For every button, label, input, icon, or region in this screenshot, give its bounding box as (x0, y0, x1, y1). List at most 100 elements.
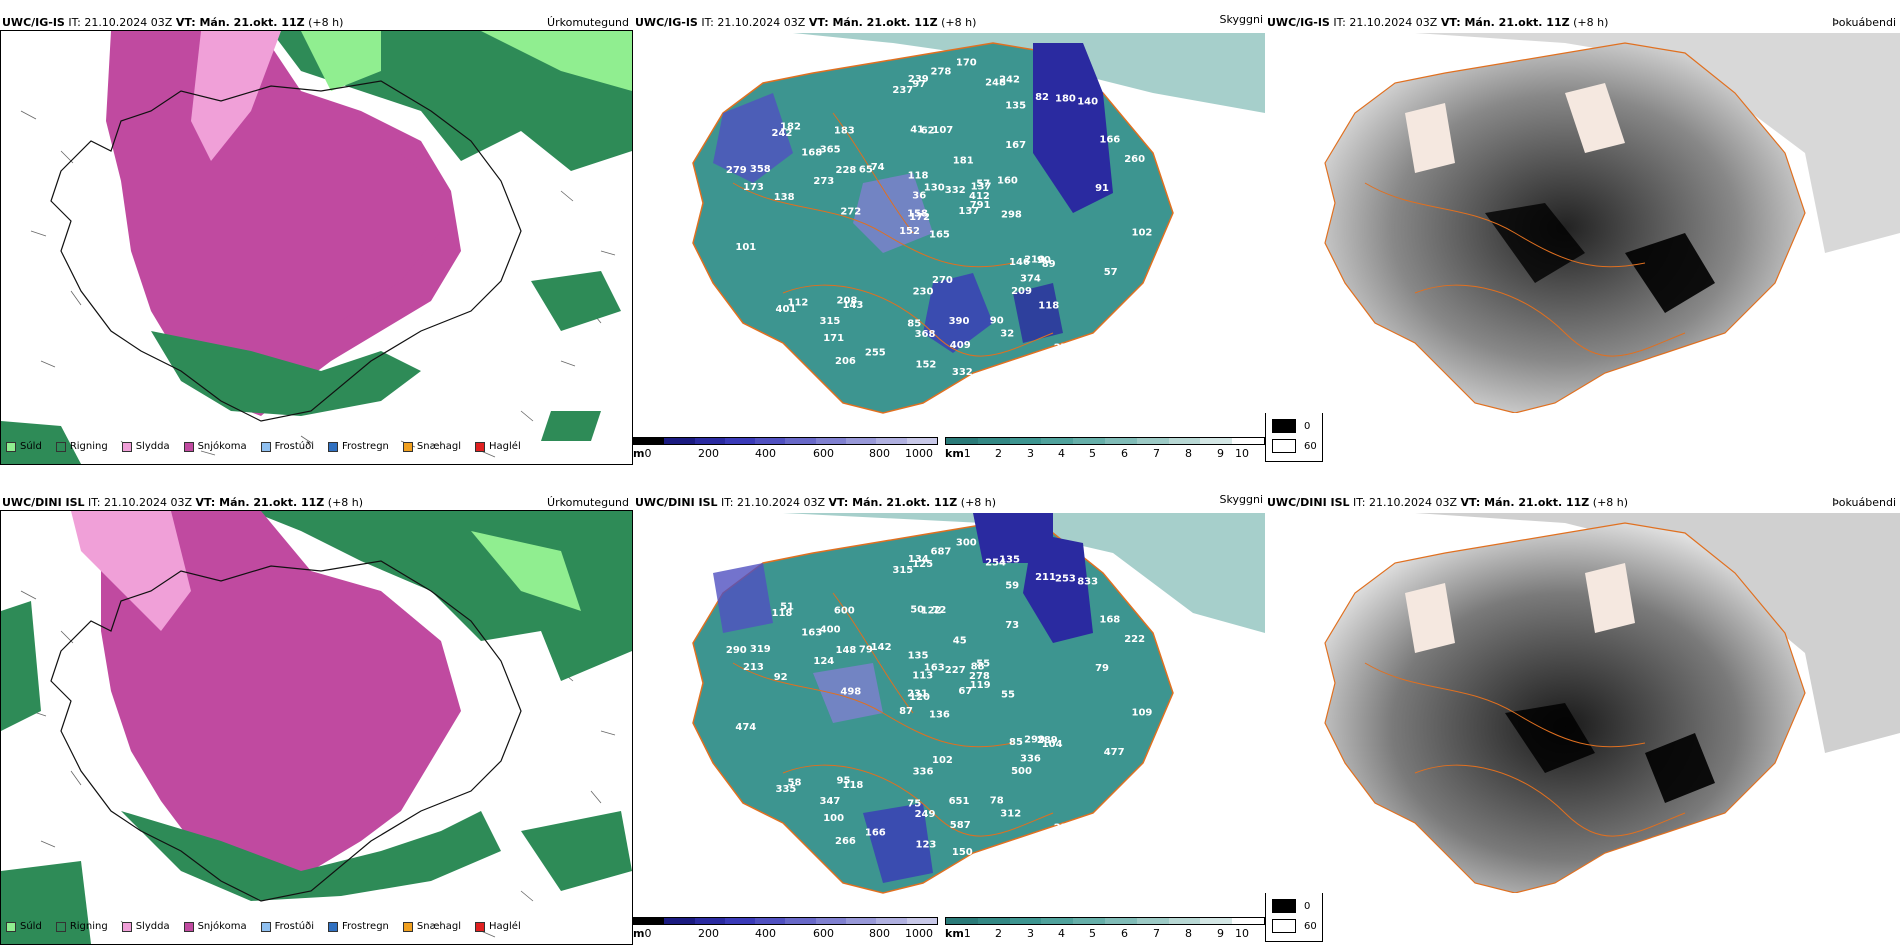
visibility-label: 213 (743, 662, 764, 673)
visibility-label: 181 (953, 156, 974, 167)
visibility-label: 182 (780, 122, 801, 133)
visibility-label: 160 (997, 175, 1018, 186)
visibility-label: 347 (820, 796, 841, 807)
visibility-label: 266 (835, 836, 856, 847)
visibility-label: 279 (726, 165, 747, 176)
visibility-label: 254 (985, 558, 1006, 569)
visibility-label: 237 (892, 85, 913, 96)
visibility-label: 172 (909, 212, 930, 223)
height-color-step (815, 918, 847, 924)
visibility-label: 278 (931, 67, 952, 78)
sky-map-svg: 165 242 172 137 143 242 107 135 137 138 152 167 41 18… (633, 33, 1265, 433)
visibility-label: 118 (908, 171, 929, 182)
height-color-step (785, 918, 816, 924)
visibility-label: 260 (1124, 154, 1145, 165)
visibility-label: 51 (780, 602, 794, 613)
visibility-label: 118 (843, 780, 864, 791)
visibility-label: 368 (915, 329, 936, 340)
visibility-label: 211 (1035, 572, 1056, 583)
visibility-labels: 136 118 120 88 118 135 72 59 67 92 87 73 50 45 58 142 10… (726, 538, 1153, 858)
visibility-label: 315 (892, 565, 913, 576)
visibility-label: 163 (924, 663, 945, 674)
visibility-label: 90 (1037, 255, 1051, 266)
visibility-color-step (1232, 438, 1264, 444)
visibility-label: 95 (837, 775, 851, 786)
visibility-label: 474 (735, 722, 756, 733)
visibility-label: 833 (1077, 577, 1098, 588)
visibility-color-step (1168, 918, 1201, 924)
visibility-label: 89 (1042, 259, 1056, 270)
legend-item: Slydda (121, 921, 170, 932)
visibility-label: 109 (1132, 708, 1153, 719)
visibility-label: 255 (865, 348, 886, 359)
height-color-step (906, 438, 937, 444)
visibility-label: 67 (958, 686, 972, 697)
height-color-step (785, 438, 816, 444)
fog-map-svg (1265, 513, 1900, 894)
height-color-step (846, 438, 877, 444)
visibility-label: 73 (1005, 620, 1019, 631)
visibility-color-step (1041, 918, 1074, 924)
visibility-label: 319 (750, 644, 771, 655)
legend-item: Rigning (55, 441, 108, 452)
visibility-label: 477 (1104, 747, 1125, 758)
legend-item: Haglél (475, 441, 521, 452)
visibility-label: 273 (813, 176, 834, 187)
legend-item: Frostúði (260, 441, 314, 452)
visibility-label: 390 (949, 316, 970, 327)
visibility-label: 135 (908, 651, 929, 662)
visibility-label: 142 (871, 642, 892, 653)
visibility-label: 791 (970, 200, 991, 211)
precip-panel-bottom: UWC/DINI ISL IT: 21.10.2024 03Z VT: Mán.… (0, 495, 633, 945)
visibility-labels: 165 242 172 137 143 242 107 135 137 138 152 167 41 18… (726, 58, 1153, 378)
visibility-label: 122 (921, 606, 942, 617)
visibility-label: 91 (1095, 183, 1109, 194)
legend-item: Snjókoma (183, 921, 247, 932)
visibility-label: 57 (976, 179, 990, 190)
visibility-label: 92 (774, 672, 788, 683)
fog-map-bottom (1265, 513, 1900, 894)
panel-title: UWC/IG-IS IT: 21.10.2024 03Z VT: Mán. 21… (1267, 16, 1609, 29)
height-colorbar-bottom (633, 917, 938, 925)
visibility-label: 358 (750, 164, 771, 175)
visibility-label: 134 (908, 554, 929, 565)
visibility-label: 167 (1005, 140, 1026, 151)
visibility-label: 55 (976, 659, 990, 670)
visibility-label: 409 (950, 340, 971, 351)
panel-title: UWC/DINI ISL IT: 21.10.2024 03Z VT: Mán.… (635, 496, 997, 509)
visibility-color-step (1009, 918, 1042, 924)
visibility-label: 143 (843, 300, 864, 311)
visibility-label: 173 (743, 182, 764, 193)
visibility-label: 290 (726, 645, 747, 656)
height-color-step (634, 918, 665, 924)
visibility-color-step (1136, 438, 1169, 444)
fog-key-bottom: 0 60 (1265, 892, 1323, 942)
height-color-step (755, 438, 786, 444)
visibility-label: 146 (1009, 257, 1030, 268)
visibility-label: 72 (932, 605, 946, 616)
visibility-label: 65 (859, 164, 873, 175)
height-color-step (664, 918, 695, 924)
visibility-label: 166 (1099, 135, 1120, 146)
visibility-label: 87 (899, 706, 913, 717)
visibility-label: 150 (952, 847, 973, 858)
visibility-label: 222 (1124, 634, 1145, 645)
visibility-label: 41 (910, 124, 924, 135)
legend-item: Rigning (55, 921, 108, 932)
precip-map-svg (1, 511, 632, 944)
legend-item: Snæhagl (402, 441, 461, 452)
panel-title: UWC/DINI ISL IT: 21.10.2024 03Z VT: Mán.… (1267, 496, 1629, 509)
visibility-label: 500 (1011, 766, 1032, 777)
visibility-label: 600 (834, 606, 855, 617)
visibility-label: 239 (908, 74, 929, 85)
visibility-label: 336 (913, 766, 934, 777)
visibility-color-step (1104, 438, 1137, 444)
visibility-label: 79 (1095, 663, 1109, 674)
visibility-label: 171 (823, 333, 844, 344)
height-color-step (755, 918, 786, 924)
visibility-colorbar-top (945, 437, 1265, 445)
visibility-label: 79 (859, 644, 873, 655)
height-color-step (694, 918, 725, 924)
visibility-label: 253 (1055, 574, 1076, 585)
visibility-label: 58 (788, 777, 802, 788)
